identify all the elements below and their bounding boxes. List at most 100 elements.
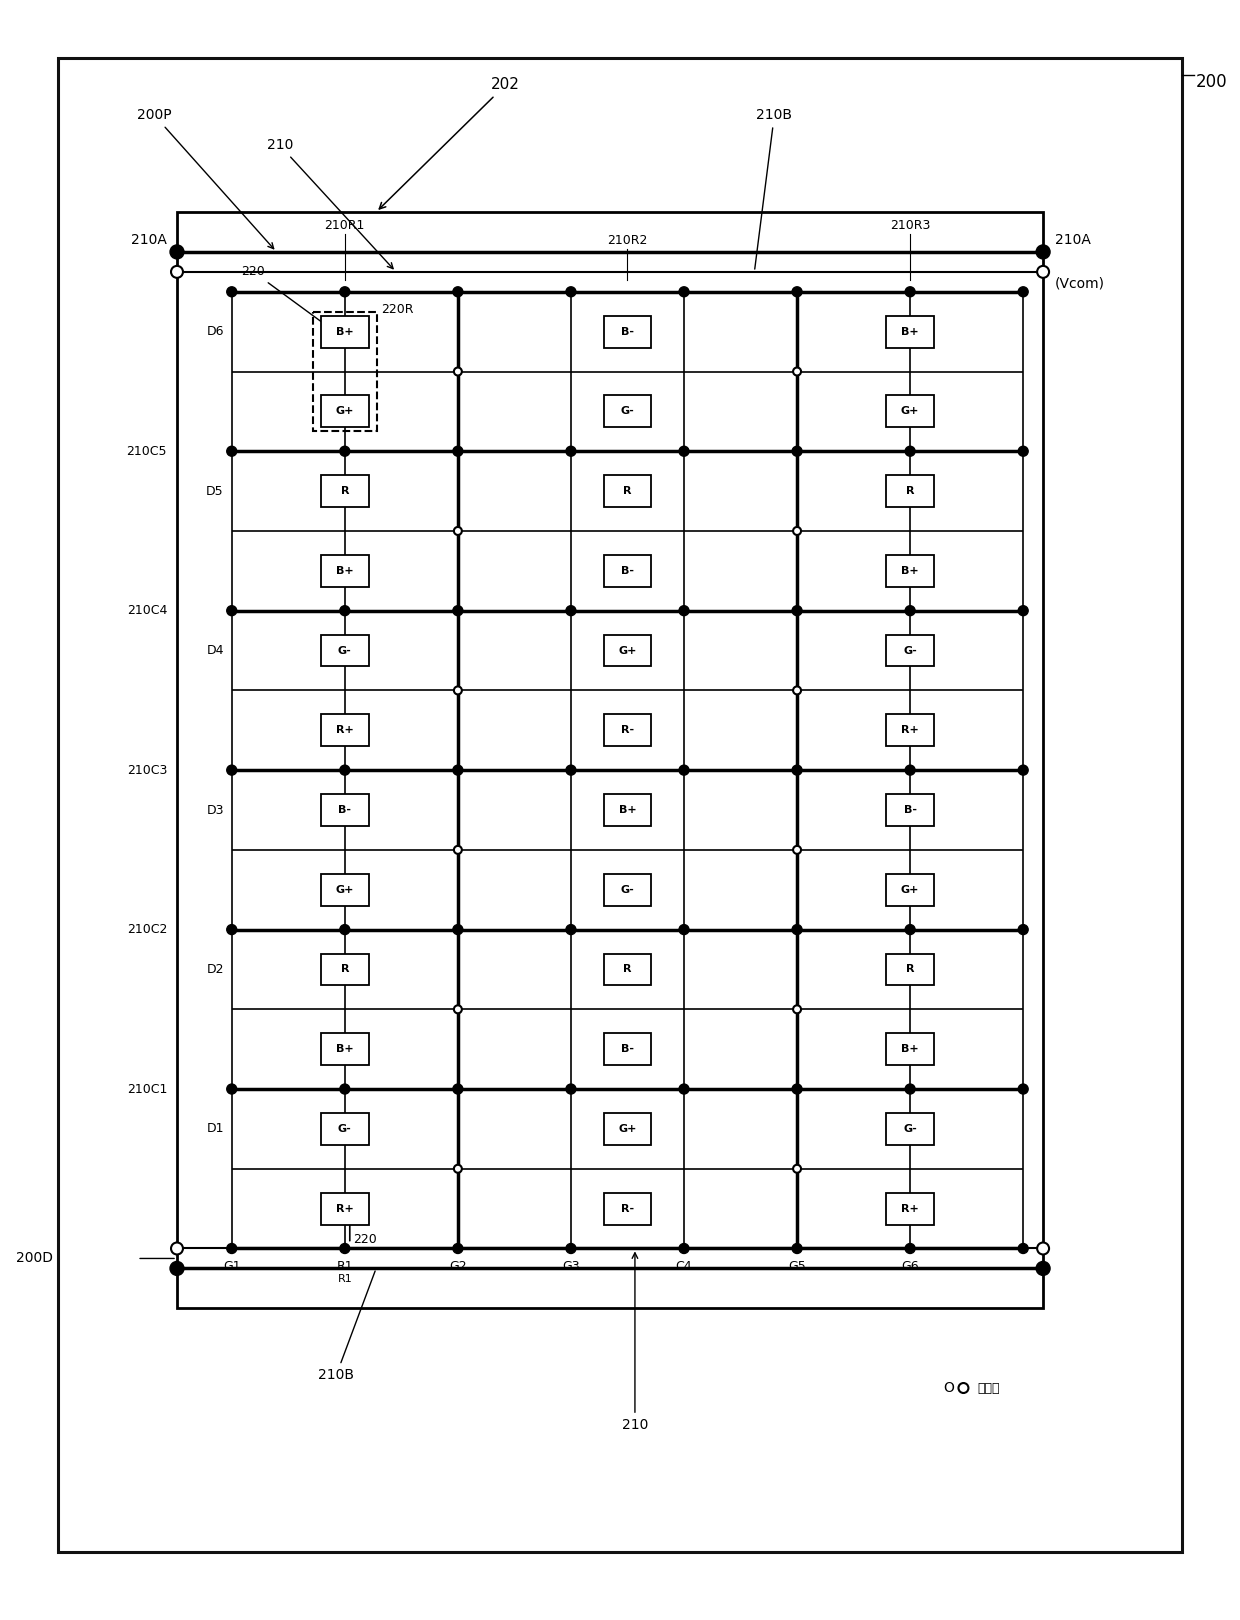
Text: R: R	[341, 486, 348, 496]
Bar	[887, 873, 934, 906]
Text: 210: 210	[267, 138, 393, 269]
Circle shape	[565, 1244, 575, 1254]
Circle shape	[454, 526, 461, 535]
Bar	[887, 1192, 934, 1225]
Circle shape	[794, 846, 801, 854]
Text: 210C3: 210C3	[126, 763, 167, 776]
Circle shape	[340, 1244, 350, 1254]
Text: 200D: 200D	[16, 1252, 52, 1265]
Text: R+: R+	[336, 1204, 353, 1213]
Circle shape	[565, 1084, 575, 1094]
Circle shape	[1037, 1243, 1049, 1254]
Circle shape	[792, 446, 802, 457]
Text: B-: B-	[339, 805, 351, 815]
Text: G2: G2	[449, 1260, 466, 1273]
Text: 210R2: 210R2	[608, 233, 647, 246]
Circle shape	[227, 1244, 237, 1254]
Text: 210B: 210B	[755, 109, 792, 269]
Text: 202: 202	[379, 78, 520, 209]
Text: D4: D4	[206, 645, 223, 658]
Text: G+: G+	[619, 645, 636, 656]
Text: G-: G-	[620, 885, 635, 894]
Bar	[887, 1034, 934, 1064]
Text: G-: G-	[903, 645, 918, 656]
Text: B-: B-	[621, 327, 634, 337]
Circle shape	[454, 1165, 461, 1173]
Text: 220: 220	[352, 1233, 377, 1246]
Bar	[321, 316, 368, 348]
Circle shape	[905, 1244, 915, 1254]
Text: D2: D2	[206, 962, 223, 975]
Circle shape	[905, 1084, 915, 1094]
Circle shape	[1018, 446, 1028, 457]
Text: 220: 220	[242, 266, 331, 329]
Bar	[321, 635, 368, 666]
Text: R-: R-	[621, 726, 634, 735]
Text: B-: B-	[621, 565, 634, 575]
Circle shape	[1018, 287, 1028, 296]
Circle shape	[794, 526, 801, 535]
Circle shape	[453, 1244, 463, 1254]
Text: B+: B+	[901, 1045, 919, 1055]
Circle shape	[680, 1244, 689, 1254]
Text: R+: R+	[901, 726, 919, 735]
Text: 连结点: 连结点	[977, 1382, 999, 1395]
Circle shape	[792, 606, 802, 616]
Circle shape	[453, 925, 463, 935]
Text: G+: G+	[901, 407, 919, 416]
Text: C4: C4	[676, 1260, 692, 1273]
Circle shape	[340, 925, 350, 935]
Circle shape	[905, 606, 915, 616]
Text: B+: B+	[336, 565, 353, 575]
Bar	[604, 395, 651, 428]
Text: 210C4: 210C4	[126, 604, 167, 617]
Bar	[887, 794, 934, 826]
Text: 210A: 210A	[1055, 233, 1091, 246]
Circle shape	[1018, 1244, 1028, 1254]
Text: R1: R1	[336, 1260, 353, 1273]
Bar	[604, 316, 651, 348]
Text: B+: B+	[619, 805, 636, 815]
Circle shape	[227, 1084, 237, 1094]
Bar	[321, 475, 368, 507]
Text: G3: G3	[562, 1260, 580, 1273]
Bar	[321, 873, 368, 906]
Circle shape	[340, 1084, 350, 1094]
Text: R: R	[624, 964, 631, 975]
Bar	[604, 794, 651, 826]
Circle shape	[227, 765, 237, 774]
Text: 210C5: 210C5	[126, 446, 167, 458]
Text: G+: G+	[619, 1124, 636, 1134]
Text: G-: G-	[903, 1124, 918, 1134]
Circle shape	[905, 446, 915, 457]
Bar	[887, 475, 934, 507]
Text: R+: R+	[336, 726, 353, 735]
Bar	[312, 311, 377, 431]
Circle shape	[792, 925, 802, 935]
Circle shape	[1018, 1084, 1028, 1094]
Circle shape	[794, 1006, 801, 1012]
Circle shape	[227, 925, 237, 935]
Circle shape	[792, 765, 802, 774]
Bar	[887, 316, 934, 348]
Bar	[887, 714, 934, 747]
Circle shape	[905, 925, 915, 935]
Circle shape	[794, 368, 801, 376]
Text: G-: G-	[339, 1124, 352, 1134]
Circle shape	[792, 1084, 802, 1094]
Circle shape	[1037, 245, 1050, 259]
Circle shape	[565, 287, 575, 296]
Bar	[321, 714, 368, 747]
Circle shape	[1018, 765, 1028, 774]
Text: 210C2: 210C2	[126, 923, 167, 936]
Text: G-: G-	[339, 645, 352, 656]
Text: R-: R-	[621, 1204, 634, 1213]
Circle shape	[227, 287, 237, 296]
Bar	[887, 395, 934, 428]
Circle shape	[680, 287, 689, 296]
Bar	[604, 1113, 651, 1145]
Circle shape	[454, 687, 461, 695]
Circle shape	[794, 687, 801, 695]
Bar	[604, 714, 651, 747]
Circle shape	[340, 606, 350, 616]
